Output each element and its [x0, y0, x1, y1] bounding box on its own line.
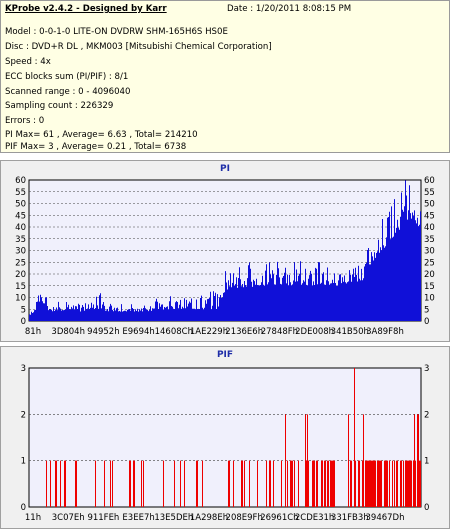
pi-series	[29, 180, 421, 321]
app-title: KProbe v2.4.2 - Designed by Karr	[5, 4, 167, 14]
pi-ytick-right: 35	[424, 235, 435, 245]
pi-xtick-label: 1AE229h	[190, 327, 228, 337]
sampling-line: Sampling count : 226329	[5, 101, 114, 111]
pif-xtick-label: 331FB3h	[331, 513, 369, 523]
pi-xtick-label: 27848Fh	[261, 327, 298, 337]
pi-ytick-left: 40	[15, 223, 26, 233]
pi-ytick-left: 55	[15, 188, 26, 198]
pi-xtick-label: 3D804h	[51, 327, 85, 337]
pif-xtick-label: 13E5DEh	[154, 513, 193, 523]
pif-chart-panel: PIF 0 0 1 1 2 2 3 3 11h 3C07Eh 911FEh E3EE7h 13E5DEh…	[0, 346, 450, 529]
pi-ytick-right: 15	[424, 282, 435, 292]
pif-ytick-left: 3	[21, 364, 26, 374]
pif-ytick-left: 0	[21, 503, 26, 513]
pi-ytick-right: 10	[424, 294, 435, 304]
pif-chart: 0 0 1 1 2 2 3 3 11h 3C07Eh 911FEh E3EE7h 13E5DEh1A29…	[21, 364, 430, 523]
pi-ytick-right: 55	[424, 188, 435, 198]
pi-ytick-right: 45	[424, 211, 435, 221]
pi-ytick-right: 20	[424, 270, 435, 280]
pi-chart-panel: PI 0 0 5 5 10 10 15 15 20 20 25 25 30 30 35 35 40 40 45 45 5…	[0, 160, 450, 342]
pif-xtick-label: 11h	[25, 513, 41, 523]
pi-xtick-label: 3A89F8h	[366, 327, 404, 337]
pi-xtick-label: 2136E6h	[225, 327, 263, 337]
pi-summary-line: PI Max= 61 , Average= 6.63 , Total= 2142…	[5, 130, 198, 140]
pi-ytick-left: 15	[15, 282, 26, 292]
pif-xtick-label: E3EE7h	[122, 513, 154, 523]
pif-xtick-label: 1A298Eh	[190, 513, 228, 523]
pi-xtick-label: 2DE008h	[295, 327, 334, 337]
pif-ytick-left: 2	[21, 410, 26, 420]
pi-ytick-left: 50	[15, 200, 26, 210]
pi-ytick-left: 5	[21, 305, 26, 315]
pif-xtick-label: 3C07Eh	[52, 513, 85, 523]
pi-ytick-left: 35	[15, 235, 26, 245]
pif-ytick-right: 2	[424, 410, 429, 420]
pif-chart-title: PIF	[216, 350, 234, 360]
model-line: Model : 0-0-1-0 LITE-ON DVDRW SHM-165H6S…	[5, 27, 228, 37]
range-line: Scanned range : 0 - 4096040	[5, 87, 131, 97]
pif-xtick-label: 26961Ch	[260, 513, 298, 523]
pi-xtick-label: 14608Ch	[155, 327, 193, 337]
pif-xtick-label: 39467Dh	[366, 513, 405, 523]
pi-xtick-label: 94952h	[87, 327, 119, 337]
pi-ytick-left: 20	[15, 270, 26, 280]
errors-line: Errors : 0	[5, 116, 45, 126]
pi-ytick-left: 0	[21, 317, 26, 327]
pi-xtick-label: 341B50h	[331, 327, 369, 337]
pi-ytick-right: 0	[424, 317, 429, 327]
pi-ytick-right: 40	[424, 223, 435, 233]
pi-chart-title: PI	[220, 164, 230, 174]
pif-ytick-right: 3	[424, 364, 429, 374]
pif-ytick-left: 1	[21, 457, 26, 467]
info-panel: KProbe v2.4.2 - Designed by Karr Date : …	[0, 0, 450, 153]
speed-line: Speed : 4x	[5, 57, 51, 67]
pi-ytick-left: 30	[15, 247, 26, 257]
pi-xtick-label: 81h	[25, 327, 41, 337]
ecc-line: ECC blocks sum (PI/PIF) : 8/1	[5, 72, 129, 82]
pif-ytick-right: 0	[424, 503, 429, 513]
pi-ytick-right: 25	[424, 258, 435, 268]
pi-ytick-left: 10	[15, 294, 26, 304]
disc-line: Disc : DVD+R DL , MKM003 [Mitsubishi Che…	[5, 42, 272, 52]
pi-ytick-right: 60	[424, 176, 435, 186]
pi-ytick-right: 30	[424, 247, 435, 257]
pif-xtick-label: 911FEh	[87, 513, 119, 523]
pi-xtick-label: E9694h	[122, 327, 154, 337]
pif-summary-line: PIF Max= 3 , Average= 0.21 , Total= 6738	[5, 142, 187, 152]
pif-xtick-label: 208E9Fh	[226, 513, 263, 523]
pif-xtick-label: 2CDE31h	[295, 513, 334, 523]
pi-ytick-right: 5	[424, 305, 429, 315]
pi-ytick-left: 45	[15, 211, 26, 221]
pi-ytick-left: 25	[15, 258, 26, 268]
scan-date: Date : 1/20/2011 8:08:15 PM	[227, 4, 352, 14]
pi-ytick-left: 60	[15, 176, 26, 186]
pi-ytick-right: 50	[424, 200, 435, 210]
pif-ytick-right: 1	[424, 457, 429, 467]
